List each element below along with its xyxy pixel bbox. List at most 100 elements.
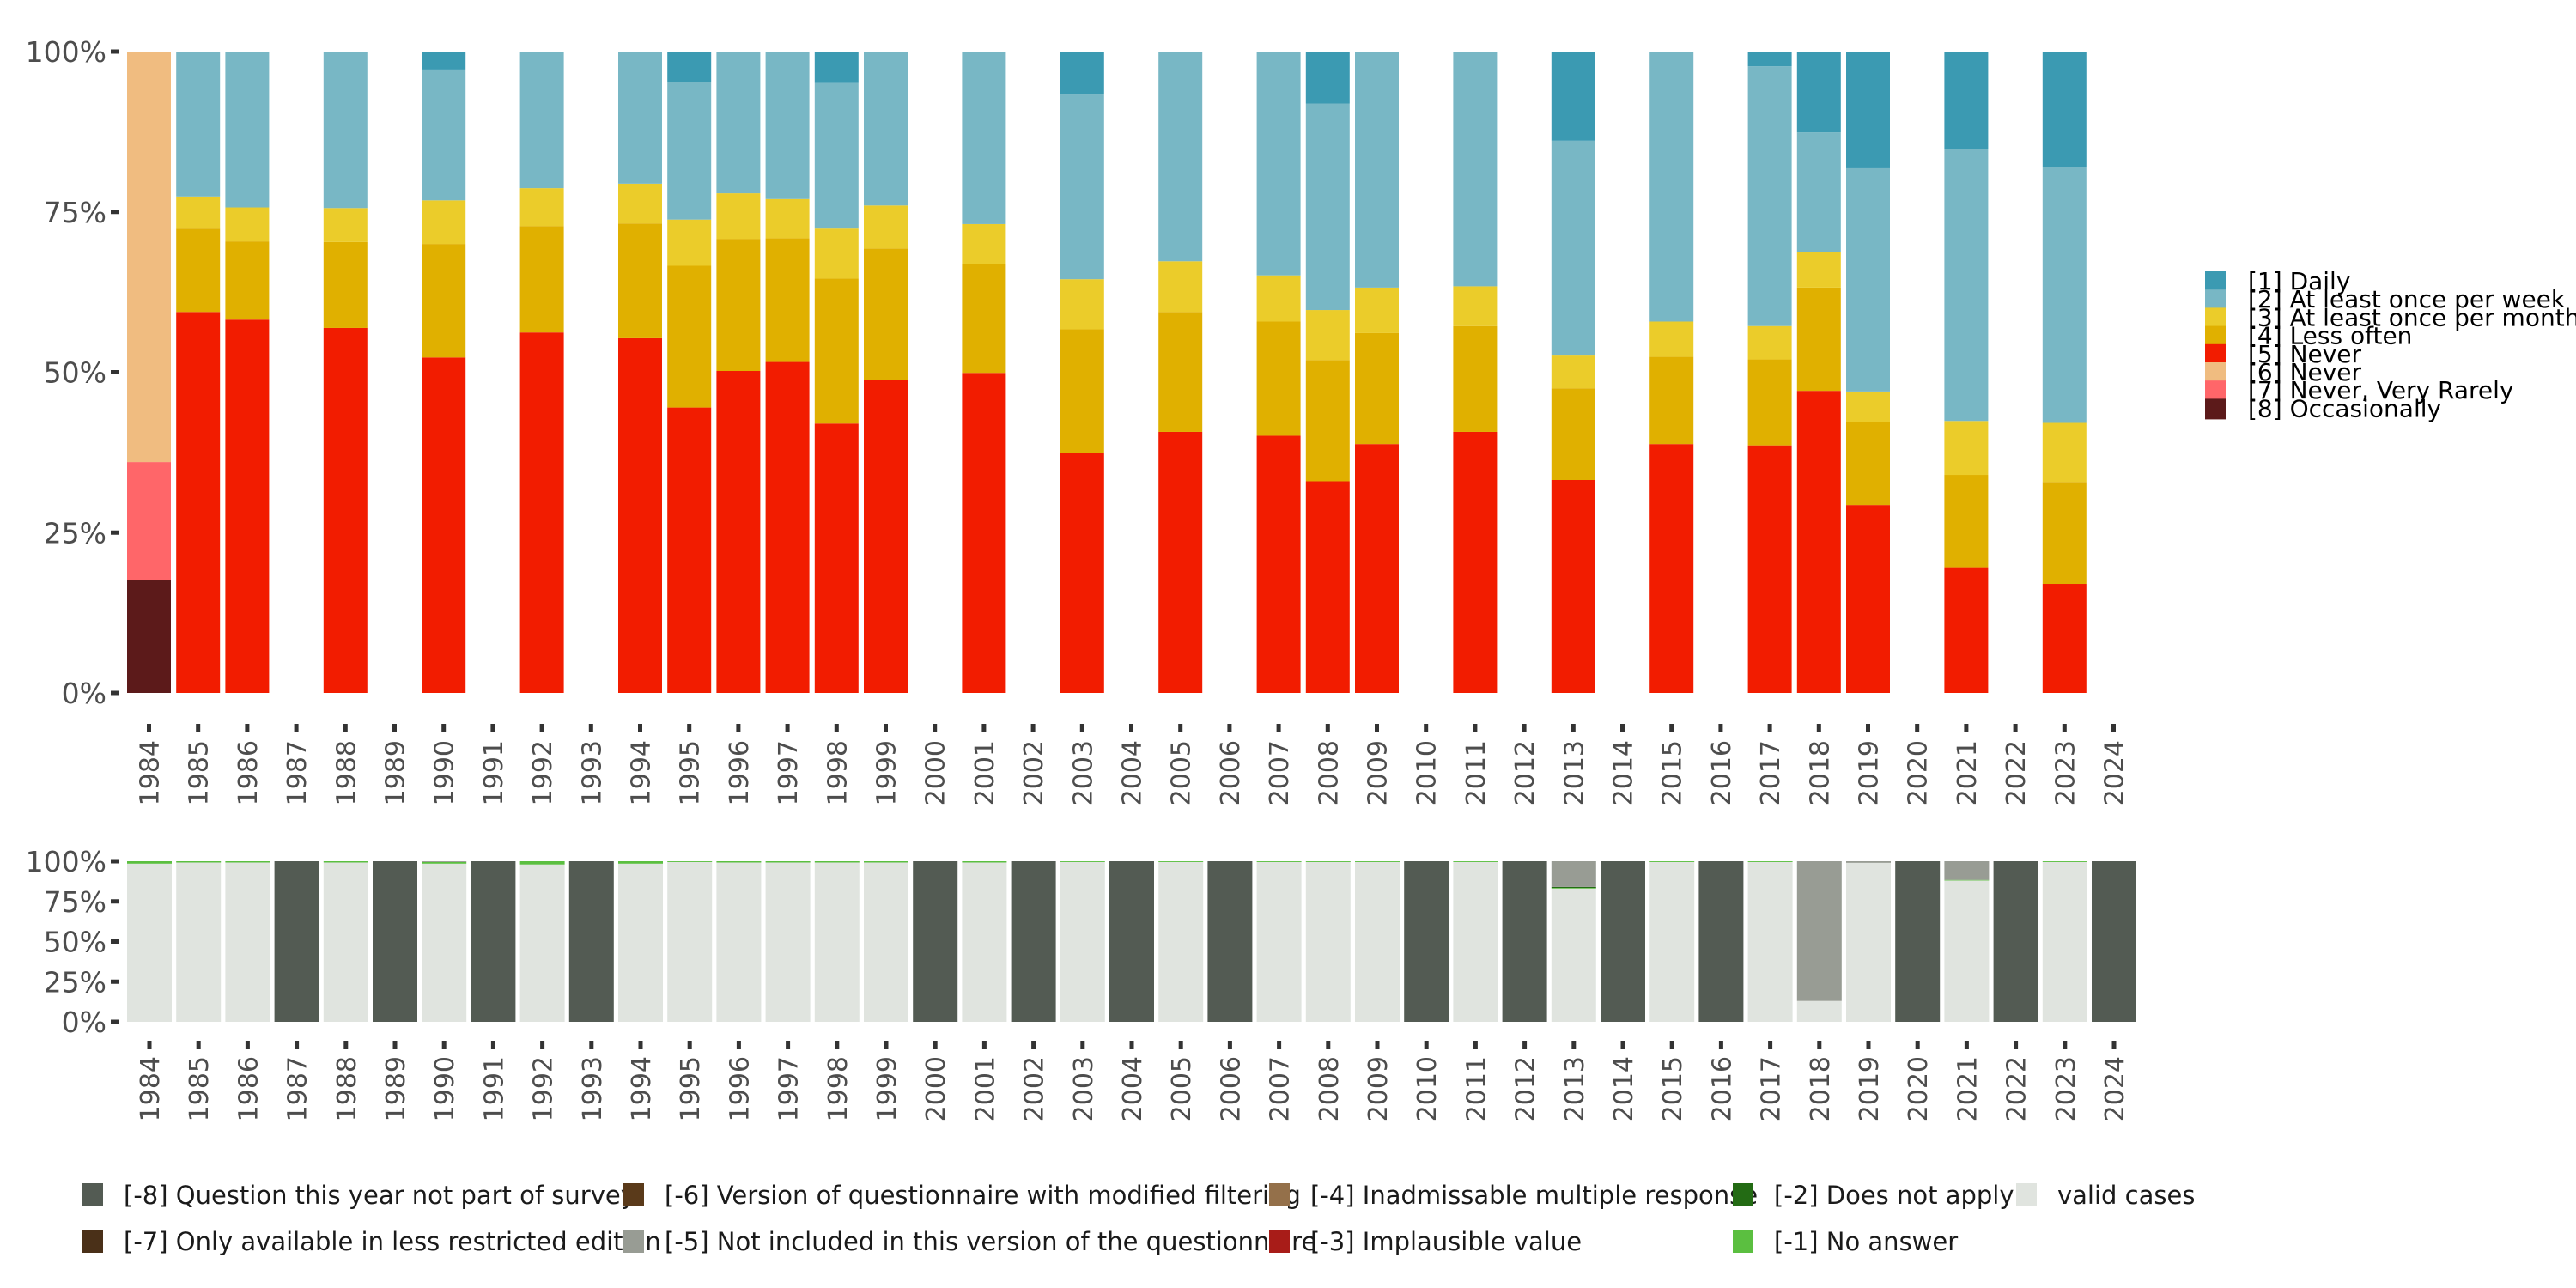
bar-segment-1-no-answer bbox=[765, 861, 811, 863]
bar-segment-8-question-this-year-not-part-of-survey bbox=[1404, 861, 1449, 1022]
x-tick-mark bbox=[588, 724, 593, 732]
bar-stack-1998 bbox=[814, 52, 859, 693]
bar-segment-5-not-included-in-this-version-of-the-questionnaire bbox=[1796, 861, 1842, 1001]
bar-segment-4-less-often bbox=[1355, 332, 1399, 445]
bar-segment-1-no-answer bbox=[127, 861, 172, 864]
bar-segment-5-never bbox=[1551, 479, 1595, 693]
bar-segment-6-never bbox=[127, 52, 171, 463]
bar-stack-2024 bbox=[2092, 861, 2136, 1022]
bar-segment-valid-cases bbox=[422, 863, 467, 1022]
bar-segment-4-less-often bbox=[864, 248, 908, 380]
bar-segment-2-at-least-once-per-week bbox=[2042, 167, 2087, 423]
x-tick-mark bbox=[540, 1041, 545, 1049]
x-tick-mark bbox=[147, 1041, 152, 1049]
bar-segment-2-does-not-apply bbox=[1551, 886, 1596, 889]
bar-segment-4-less-often bbox=[225, 241, 270, 320]
bar-segment-5-never bbox=[864, 380, 908, 693]
bar-segment-8-question-this-year-not-part-of-survey bbox=[2092, 861, 2136, 1022]
x-tick-label: 2019 bbox=[1855, 1056, 1885, 1121]
legend-swatch-valid-cases bbox=[2016, 1183, 2037, 1206]
y-tick-label: 75% bbox=[44, 196, 106, 229]
bar-segment-1-no-answer bbox=[1551, 888, 1596, 889]
bar-stack-2018 bbox=[1796, 861, 1842, 1022]
bar-stack-2015 bbox=[1649, 52, 1694, 693]
bar-segment-1-no-answer bbox=[1453, 861, 1498, 862]
bar-segment-2-at-least-once-per-week bbox=[1944, 149, 1989, 422]
bar-segment-valid-cases bbox=[1256, 861, 1302, 1022]
x-tick-label: 2023 bbox=[2050, 740, 2081, 805]
bar-segment-8-question-this-year-not-part-of-survey bbox=[913, 861, 958, 1022]
x-tick-label: 1987 bbox=[283, 740, 313, 805]
bar-segment-1-no-answer bbox=[864, 861, 908, 863]
x-tick-mark bbox=[835, 1041, 840, 1049]
bar-segment-4-less-often bbox=[667, 265, 712, 408]
bar-stack-1985 bbox=[176, 861, 222, 1022]
bar-segment-2-at-least-once-per-week bbox=[814, 82, 859, 229]
bar-stack-1995 bbox=[667, 861, 713, 1022]
bar-stack-2013 bbox=[1551, 861, 1596, 1022]
x-tick-label: 1992 bbox=[529, 1056, 559, 1121]
x-tick-mark bbox=[1669, 724, 1674, 732]
bar-segment-3-at-least-once-per-month bbox=[1944, 421, 1989, 476]
bar-stack-2010 bbox=[1404, 861, 1449, 1022]
bar-segment-5-not-included-in-this-version-of-the-questionnaire bbox=[1551, 861, 1596, 887]
x-tick-label: 1991 bbox=[479, 1056, 509, 1121]
bar-segment-4-less-often bbox=[1305, 360, 1350, 482]
bar-segment-2-at-least-once-per-week bbox=[1453, 52, 1498, 287]
x-tick-mark bbox=[1326, 1041, 1331, 1049]
bar-segment-4-less-often bbox=[765, 238, 810, 362]
bar-stack-2005 bbox=[1158, 52, 1203, 693]
bar-segment-8-question-this-year-not-part-of-survey bbox=[274, 861, 319, 1022]
x-tick-mark bbox=[981, 1041, 987, 1049]
x-tick-mark bbox=[245, 1041, 250, 1049]
x-tick-label: 1987 bbox=[283, 1056, 313, 1121]
x-tick-mark bbox=[1915, 1041, 1920, 1049]
legend-label: [-4] Inadmissable multiple response bbox=[1310, 1181, 1758, 1210]
x-tick-mark bbox=[392, 1041, 398, 1049]
legend-label: [-3] Implausible value bbox=[1310, 1227, 1582, 1256]
x-tick-mark bbox=[1424, 724, 1429, 732]
bar-segment-3-at-least-once-per-month bbox=[1649, 321, 1694, 357]
bar-segment-8-question-this-year-not-part-of-survey bbox=[1109, 861, 1154, 1022]
x-tick-label: 2002 bbox=[1019, 740, 1049, 805]
bar-segment-5-never bbox=[1305, 481, 1350, 693]
bar-segment-valid-cases bbox=[1944, 880, 1990, 1022]
x-tick-mark bbox=[1424, 1041, 1429, 1049]
legend-label: [3] At least once per month bbox=[2248, 303, 2576, 331]
legend-label: [7] Never, Very Rarely bbox=[2248, 376, 2514, 404]
x-tick-label: 2013 bbox=[1560, 1056, 1590, 1121]
x-tick-mark bbox=[343, 1041, 349, 1049]
x-tick-label: 2015 bbox=[1658, 740, 1688, 805]
bar-segment-4-less-often bbox=[1551, 388, 1595, 480]
x-tick-mark bbox=[1767, 724, 1772, 732]
x-tick-mark bbox=[933, 724, 938, 732]
bar-segment-valid-cases bbox=[2042, 861, 2087, 1022]
x-tick-label: 2016 bbox=[1707, 740, 1737, 805]
bar-segment-1-no-answer bbox=[1158, 861, 1204, 862]
bar-segment-4-less-often bbox=[1747, 359, 1792, 446]
x-tick-mark bbox=[1277, 1041, 1282, 1049]
bar-stack-2022 bbox=[1993, 861, 2038, 1022]
bar-segment-valid-cases bbox=[1796, 1000, 1842, 1022]
x-tick-mark bbox=[245, 724, 250, 732]
x-tick-mark bbox=[196, 724, 201, 732]
bar-segment-8-question-this-year-not-part-of-survey bbox=[373, 861, 417, 1022]
x-tick-mark bbox=[933, 1041, 938, 1049]
bar-segment-valid-cases bbox=[1649, 861, 1695, 1022]
x-tick-label: 1989 bbox=[381, 740, 411, 805]
bar-stack-1986 bbox=[225, 52, 270, 693]
y-tick-label: 0% bbox=[62, 677, 106, 710]
x-tick-mark bbox=[687, 724, 692, 732]
x-tick-label: 2016 bbox=[1707, 1056, 1737, 1121]
legend-swatch-1-daily bbox=[2205, 271, 2226, 292]
bar-segment-2-at-least-once-per-week bbox=[1747, 66, 1792, 326]
bar-stack-2009 bbox=[1355, 52, 1399, 693]
bar-segment-8-question-this-year-not-part-of-survey bbox=[1601, 861, 1645, 1022]
bar-segment-valid-cases bbox=[667, 861, 713, 1022]
x-tick-label: 2015 bbox=[1658, 1056, 1688, 1121]
x-tick-mark bbox=[1031, 1041, 1036, 1049]
x-tick-mark bbox=[1079, 724, 1084, 732]
y-tick-mark bbox=[111, 210, 119, 215]
bar-segment-4-less-often bbox=[1453, 325, 1498, 432]
y-tick-mark bbox=[111, 530, 119, 535]
